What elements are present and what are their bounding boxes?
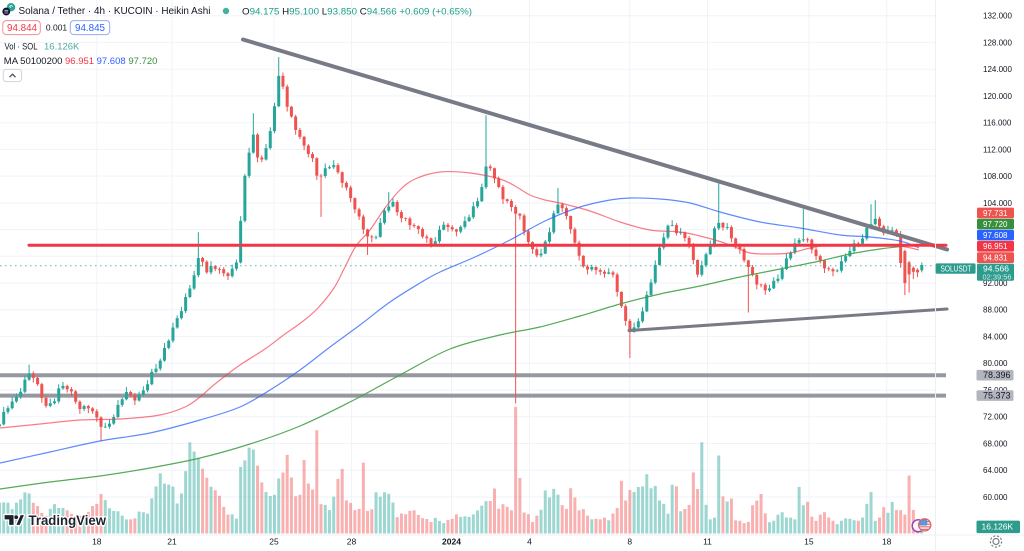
svg-text:25: 25	[269, 537, 279, 547]
svg-text:96.951: 96.951	[65, 56, 94, 67]
svg-text:92.000: 92.000	[983, 279, 1008, 288]
svg-text:104.000: 104.000	[983, 199, 1012, 208]
svg-text:28: 28	[347, 537, 357, 547]
svg-text:11: 11	[703, 537, 712, 547]
svg-text:97.720: 97.720	[128, 56, 157, 67]
svg-text:18: 18	[92, 537, 102, 547]
svg-text:Vol · SOL: Vol · SOL	[5, 41, 38, 52]
svg-text:124.000: 124.000	[983, 65, 1012, 74]
svg-text:MA 50100200: MA 50100200	[4, 56, 63, 67]
svg-text:2024: 2024	[442, 537, 461, 547]
svg-text:60.000: 60.000	[983, 493, 1008, 502]
svg-text:94.845: 94.845	[75, 23, 106, 34]
svg-text:94.566: 94.566	[983, 264, 1009, 274]
svg-text:84.000: 84.000	[983, 333, 1008, 342]
svg-text:128.000: 128.000	[983, 38, 1012, 47]
svg-text:97.731: 97.731	[983, 209, 1008, 218]
svg-text:94.844: 94.844	[7, 23, 38, 34]
svg-text:8: 8	[627, 537, 632, 547]
svg-text:75.373: 75.373	[983, 391, 1011, 401]
svg-text:88.000: 88.000	[983, 306, 1008, 315]
svg-text:16.126K: 16.126K	[982, 522, 1014, 532]
svg-text:78.396: 78.396	[983, 370, 1011, 380]
svg-text:Solana / Tether · 4h · KUCOIN: Solana / Tether · 4h · KUCOIN · Heikin A…	[19, 6, 211, 17]
svg-text:15: 15	[804, 537, 814, 547]
svg-text:97.608: 97.608	[983, 231, 1008, 240]
svg-text:4: 4	[527, 537, 532, 547]
svg-text:68.000: 68.000	[983, 439, 1008, 448]
svg-text:O94.175 H95.100 L93.850 C94.56: O94.175 H95.100 L93.850 C94.566 +0.609 (…	[242, 6, 472, 17]
svg-text:96.951: 96.951	[983, 242, 1008, 251]
svg-text:108.000: 108.000	[983, 172, 1012, 181]
svg-text:SOLUSDT: SOLUSDT	[941, 264, 972, 273]
svg-text:80.000: 80.000	[983, 359, 1008, 368]
svg-text:132.000: 132.000	[983, 12, 1012, 21]
svg-text:94.831: 94.831	[983, 254, 1008, 263]
svg-text:97.720: 97.720	[983, 220, 1008, 229]
svg-text:112.000: 112.000	[983, 145, 1012, 154]
svg-text:18: 18	[882, 537, 892, 547]
svg-text:120.000: 120.000	[983, 92, 1012, 101]
svg-text:116.000: 116.000	[983, 119, 1012, 128]
svg-text:21: 21	[167, 537, 177, 547]
svg-text:0.001: 0.001	[46, 23, 68, 33]
svg-text:02:39:56: 02:39:56	[983, 272, 1012, 281]
svg-text:TradingView: TradingView	[29, 512, 107, 528]
svg-text:16.126K: 16.126K	[44, 41, 80, 52]
svg-text:64.000: 64.000	[983, 466, 1008, 475]
svg-text:72.000: 72.000	[983, 413, 1008, 422]
svg-text:97.608: 97.608	[97, 56, 126, 67]
